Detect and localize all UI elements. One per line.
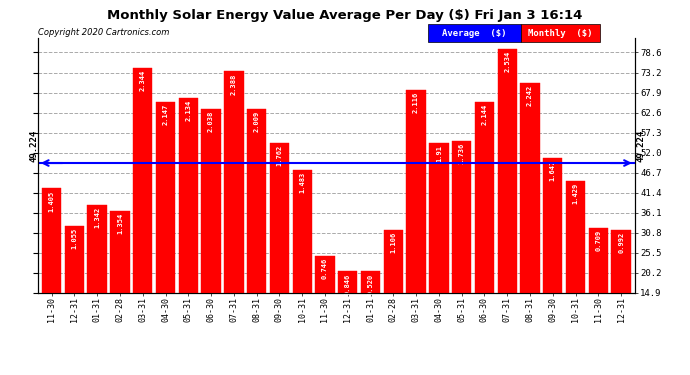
Text: 49.224: 49.224 — [30, 130, 39, 162]
Text: 2.116: 2.116 — [413, 92, 419, 114]
Text: 2.388: 2.388 — [231, 74, 237, 94]
Text: Monthly Solar Energy Value Average Per Day ($) Fri Jan 3 16:14: Monthly Solar Energy Value Average Per D… — [108, 9, 582, 22]
Text: 2.009: 2.009 — [254, 111, 259, 132]
Bar — [497, 49, 517, 349]
Text: 1.429: 1.429 — [573, 183, 579, 204]
Bar — [361, 272, 380, 349]
Text: Copyright 2020 Cartronics.com: Copyright 2020 Cartronics.com — [38, 28, 169, 37]
Text: 1.736: 1.736 — [459, 143, 464, 164]
Text: 1.106: 1.106 — [391, 232, 396, 253]
Bar — [133, 68, 152, 349]
Bar — [543, 158, 562, 349]
Text: 0.846: 0.846 — [345, 273, 351, 294]
Bar — [589, 228, 608, 349]
Bar — [88, 206, 107, 349]
Bar — [406, 90, 426, 349]
Text: 1.055: 1.055 — [71, 228, 77, 249]
Text: 1.647: 1.647 — [550, 160, 555, 182]
Bar — [179, 98, 198, 349]
Bar — [110, 211, 130, 349]
Bar — [42, 188, 61, 349]
Text: 1.342: 1.342 — [94, 207, 100, 228]
Text: 2.344: 2.344 — [140, 70, 146, 91]
Text: Average  ($): Average ($) — [442, 29, 506, 38]
Text: 1.762: 1.762 — [277, 145, 282, 166]
Text: 1.91: 1.91 — [436, 145, 442, 162]
Text: 2.147: 2.147 — [163, 104, 168, 125]
Bar — [315, 256, 335, 349]
Text: 2.038: 2.038 — [208, 111, 214, 132]
Text: 0.746: 0.746 — [322, 258, 328, 279]
Bar — [156, 102, 175, 349]
Bar — [566, 181, 585, 349]
Text: Monthly  ($): Monthly ($) — [529, 29, 593, 38]
Bar — [452, 141, 471, 349]
Bar — [338, 272, 357, 349]
Text: 1.354: 1.354 — [117, 213, 123, 234]
Bar — [65, 226, 84, 349]
Bar — [475, 102, 494, 349]
Text: 2.134: 2.134 — [186, 100, 191, 121]
Text: 2.242: 2.242 — [527, 85, 533, 106]
Text: 2.534: 2.534 — [504, 51, 510, 72]
Bar — [429, 143, 448, 349]
Bar — [270, 143, 289, 349]
Text: 0.709: 0.709 — [595, 230, 602, 251]
Bar — [201, 109, 221, 349]
Bar — [293, 170, 312, 349]
Bar — [384, 230, 403, 349]
Text: 1.405: 1.405 — [48, 190, 55, 211]
Bar — [247, 109, 266, 349]
Text: 0.520: 0.520 — [368, 273, 373, 294]
Bar — [520, 83, 540, 349]
Text: 2.144: 2.144 — [482, 104, 487, 125]
Bar — [611, 230, 631, 349]
Bar — [224, 72, 244, 349]
Text: 0.992: 0.992 — [618, 232, 624, 253]
Text: 1.483: 1.483 — [299, 171, 305, 193]
Text: 49.224: 49.224 — [637, 130, 646, 162]
